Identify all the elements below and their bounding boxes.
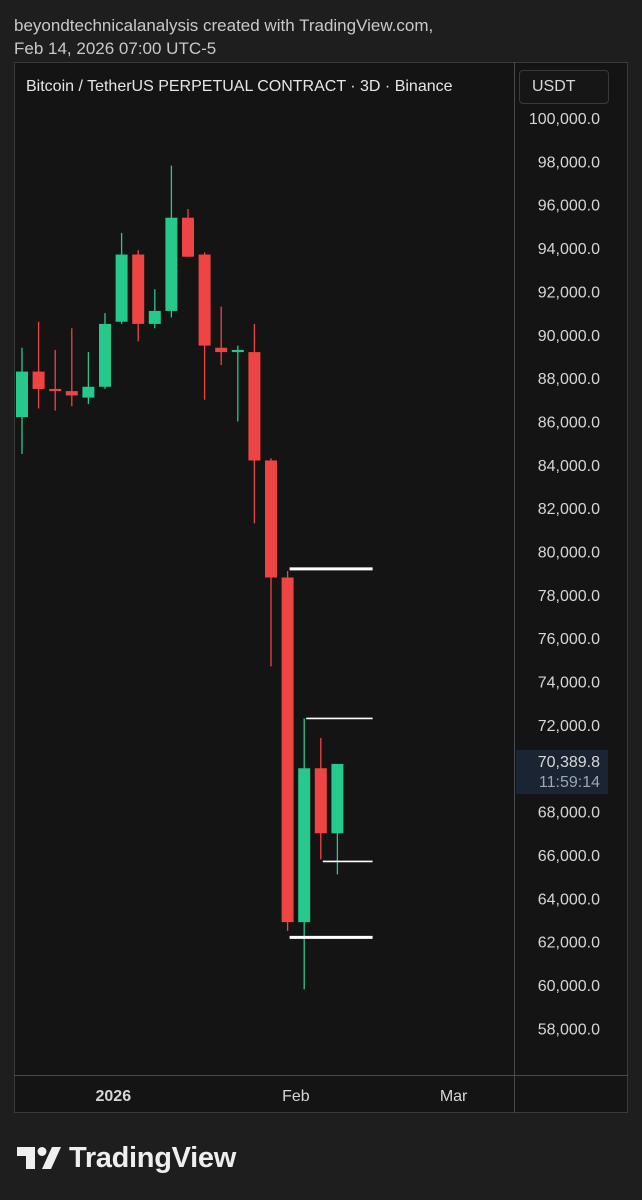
candle <box>49 349 62 411</box>
timestamp-line: Feb 14, 2026 07:00 UTC-5 <box>14 39 217 58</box>
candle <box>215 306 228 366</box>
candle <box>148 289 161 329</box>
candle <box>314 737 327 860</box>
time-axis[interactable] <box>14 1075 628 1113</box>
candle-body <box>331 763 344 834</box>
tradingview-logo[interactable]: TradingView <box>17 1140 236 1176</box>
candle-body <box>165 217 178 311</box>
bar-countdown: 11:59:14 <box>538 774 600 791</box>
candle-body <box>65 391 78 396</box>
candle <box>32 321 45 409</box>
candle-body <box>115 254 128 322</box>
candle-body <box>148 310 161 324</box>
candle-body <box>16 371 28 418</box>
candle <box>248 323 261 524</box>
candle <box>281 571 294 931</box>
annotations-layer <box>289 567 373 939</box>
candle-body <box>314 768 327 834</box>
y-tick-label: 78,000.0 <box>538 588 600 605</box>
y-tick-label: 82,000.0 <box>538 501 600 518</box>
chart-header: beyondtechnicalanalysis created with Tra… <box>14 14 433 60</box>
candle-body <box>265 460 277 578</box>
candle-body <box>182 217 194 257</box>
y-tick-label: 90,000.0 <box>538 328 600 345</box>
x-tick-label: Feb <box>282 1088 310 1105</box>
candle <box>65 328 78 407</box>
y-tick-label: 76,000.0 <box>538 631 600 648</box>
candle-body <box>298 768 311 923</box>
last-price-label: 70,389.8 11:59:14 <box>516 750 608 794</box>
y-tick-label: 96,000.0 <box>538 198 600 215</box>
candle-body <box>281 577 294 923</box>
price-axis[interactable] <box>514 62 628 1075</box>
y-tick-label: 86,000.0 <box>538 414 600 431</box>
candle-body <box>215 347 228 353</box>
y-tick-label: 80,000.0 <box>538 545 600 562</box>
y-tick-label: 84,000.0 <box>538 458 600 475</box>
candle <box>82 352 95 405</box>
y-tick-label: 100,000.0 <box>529 111 600 128</box>
candle <box>298 718 311 990</box>
y-tick-label: 94,000.0 <box>538 241 600 258</box>
candle <box>198 252 211 400</box>
x-tick-label: Mar <box>440 1088 468 1105</box>
y-tick-label: 88,000.0 <box>538 371 600 388</box>
y-tick-label: 64,000.0 <box>538 891 600 908</box>
x-tick-label: 2026 <box>96 1088 132 1105</box>
y-tick-label: 72,000.0 <box>538 718 600 735</box>
candle-body <box>82 386 95 398</box>
candle <box>99 313 111 389</box>
candle <box>132 250 145 342</box>
y-tick-label: 58,000.0 <box>538 1021 600 1038</box>
y-tick-label: 60,000.0 <box>538 978 600 995</box>
y-tick-label: 98,000.0 <box>538 154 600 171</box>
y-tick-label: 74,000.0 <box>538 675 600 692</box>
candle-body <box>99 323 111 387</box>
candle <box>115 232 128 324</box>
x-axis-labels: 2026 Feb Mar <box>96 1088 469 1105</box>
candle <box>165 165 178 318</box>
y-tick-label: 68,000.0 <box>538 805 600 822</box>
candle <box>265 458 277 667</box>
candle <box>182 209 194 257</box>
candle-body <box>132 254 145 324</box>
y-tick-label: 92,000.0 <box>538 284 600 301</box>
candles-layer <box>16 165 344 990</box>
candle-body <box>248 352 261 461</box>
tradingview-logo-text: TradingView <box>69 1141 236 1174</box>
y-axis-labels: 100,000.0 98,000.0 96,000.0 94,000.0 92,000.… <box>529 111 600 1038</box>
candle <box>16 347 28 454</box>
currency-button[interactable]: USDT <box>519 70 609 104</box>
y-tick-label: 66,000.0 <box>538 848 600 865</box>
author-line: beyondtechnicalanalysis created with Tra… <box>14 16 434 35</box>
symbol-title[interactable]: Bitcoin / TetherUS PERPETUAL CONTRACT · … <box>26 78 453 95</box>
candle <box>331 763 344 875</box>
candle-body <box>231 349 244 353</box>
candle-body <box>49 388 62 392</box>
y-tick-label: 62,000.0 <box>538 935 600 952</box>
last-price-value: 70,389.8 <box>537 754 600 771</box>
candle <box>231 345 244 422</box>
tradingview-logo-icon <box>17 1147 61 1169</box>
axis-corner-divider <box>514 1075 515 1113</box>
candle-body <box>32 371 45 389</box>
candle-body <box>198 254 211 346</box>
